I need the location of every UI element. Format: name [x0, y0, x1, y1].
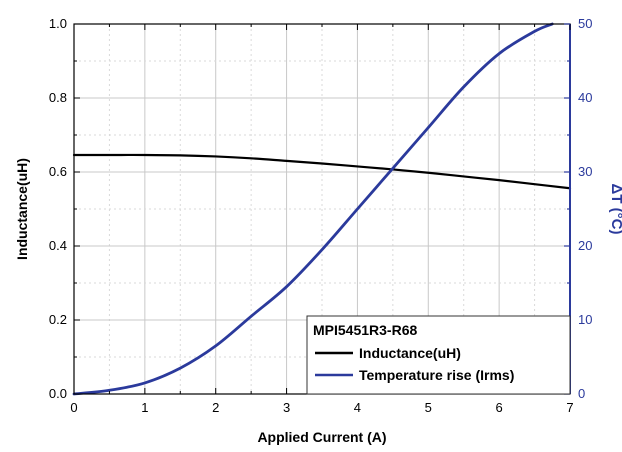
- x-tick-label: 4: [354, 400, 361, 415]
- y-left-tick-label: 0.4: [49, 238, 67, 253]
- x-axis-title: Applied Current (A): [257, 429, 386, 445]
- x-tick-label: 3: [283, 400, 290, 415]
- y-right-axis-title: ΔT (°C): [608, 184, 622, 235]
- legend-label-inductance: Inductance(uH): [359, 345, 461, 361]
- series-layer: [72, 22, 572, 396]
- y-left-tick-label: 0.2: [49, 312, 67, 327]
- y-left-tick-label: 0.6: [49, 164, 67, 179]
- y-left-axis-title: Inductance(uH): [14, 158, 30, 260]
- x-tick-label: 0: [70, 400, 77, 415]
- x-tick-label: 1: [141, 400, 148, 415]
- x-tick-label: 7: [566, 400, 573, 415]
- ticks: 0 1 2 3 4 5 6 7 0.0 0.2 0.4 0.6 0.8 1.0 0 10 20 30 40 50: [49, 16, 593, 415]
- x-tick-label: 5: [425, 400, 432, 415]
- legend-box: [306, 315, 571, 395]
- y-right-tick-label: 0: [578, 386, 585, 401]
- x-tick-label: 6: [496, 400, 503, 415]
- legend: MPI5451R3-R68 Inductance(uH) Temperature…: [306, 315, 571, 395]
- series-line-inductance: [72, 153, 572, 190]
- legend-title: MPI5451R3-R68: [313, 322, 417, 338]
- legend-label-temperature: Temperature rise (Irms): [359, 367, 514, 383]
- y-right-tick-label: 20: [578, 238, 592, 253]
- y-right-tick-label: 10: [578, 312, 592, 327]
- x-tick-label: 2: [212, 400, 219, 415]
- y-left-tick-label: 0.0: [49, 386, 67, 401]
- series-line-temperature-rise: [72, 22, 554, 396]
- y-left-tick-label: 1.0: [49, 16, 67, 31]
- y-right-tick-label: 30: [578, 164, 592, 179]
- y-left-tick-label: 0.8: [49, 90, 67, 105]
- y-right-tick-label: 50: [578, 16, 592, 31]
- y-right-tick-label: 40: [578, 90, 592, 105]
